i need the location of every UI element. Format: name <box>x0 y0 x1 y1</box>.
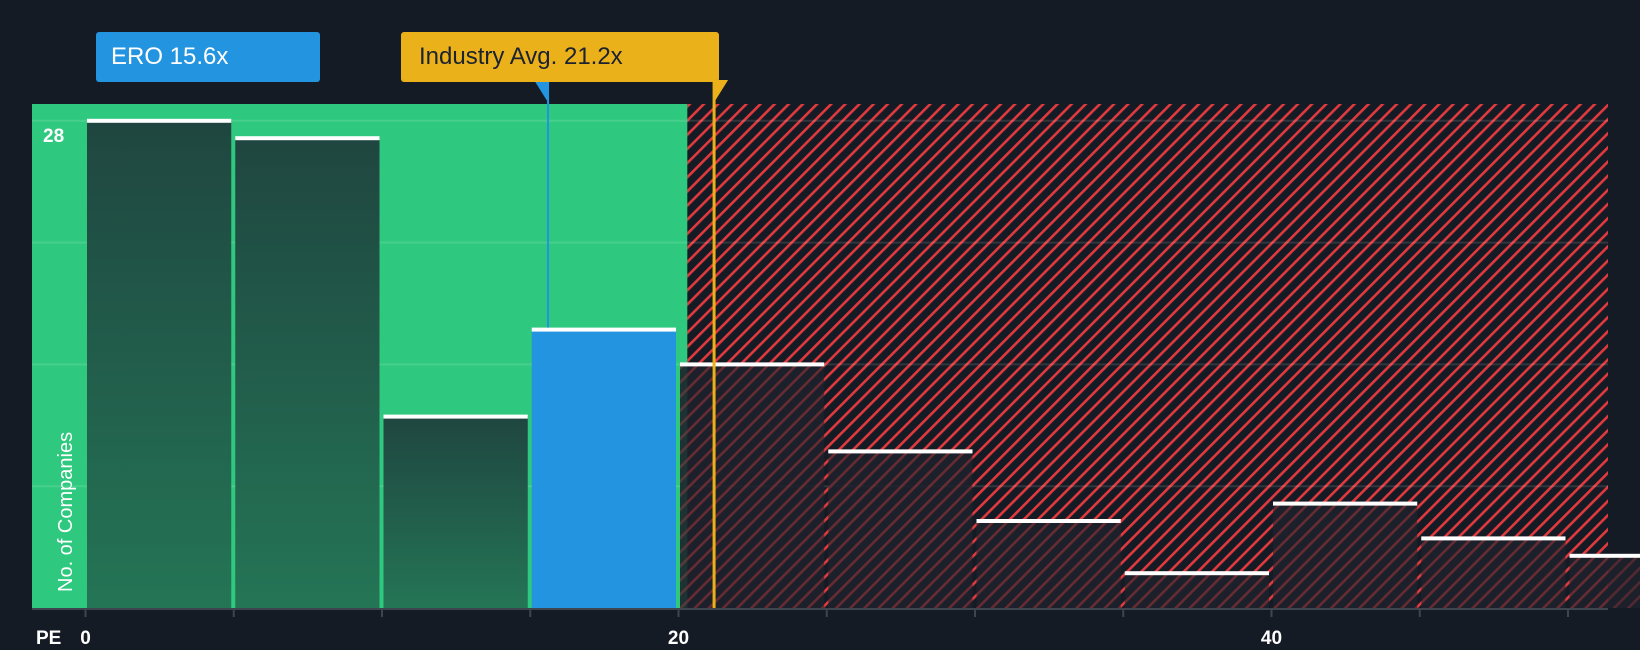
histogram-bar <box>531 329 676 608</box>
industry-avg-callout-label: Industry Avg. 21.2x <box>419 43 623 70</box>
bar-cap <box>383 414 528 419</box>
histogram-bars <box>87 118 1640 609</box>
histogram-bar <box>87 120 232 609</box>
x-tick-label: 20 <box>667 628 690 649</box>
ero-callout-pointer <box>534 80 550 104</box>
y-axis-max-label: 28 <box>43 126 65 147</box>
bar-cap <box>531 327 676 332</box>
histogram-bar <box>976 521 1121 608</box>
histogram-bar <box>680 364 825 608</box>
bar-cap <box>1273 501 1418 506</box>
histogram-bar <box>235 138 380 608</box>
industry-avg-callout: Industry Avg. 21.2x <box>401 32 719 82</box>
bar-cap <box>976 519 1121 523</box>
bar-cap <box>828 449 973 454</box>
ero-pe-callout: ERO 15.6x <box>96 32 320 82</box>
x-axis-title: PE <box>36 628 62 649</box>
overvalued-region <box>687 104 1608 608</box>
bar-cap <box>87 118 232 123</box>
bar-cap <box>235 136 380 141</box>
bar-cap <box>1124 571 1269 576</box>
x-tick-label: 0 <box>80 628 91 649</box>
histogram-bar <box>1421 538 1566 608</box>
marker-lines <box>534 80 729 608</box>
bar-cap <box>1569 553 1640 558</box>
industry-callout-pointer <box>713 80 729 104</box>
histogram-bar <box>828 451 973 608</box>
x-tick-label: 40 <box>1260 628 1283 649</box>
y-axis-title: No. of Companies <box>55 431 77 592</box>
histogram-bar <box>1273 503 1418 608</box>
bar-cap <box>680 362 825 367</box>
bar-cap <box>1421 536 1566 541</box>
x-axis <box>32 608 1608 617</box>
histogram-bar <box>383 416 528 608</box>
histogram-bar <box>1569 555 1640 608</box>
histogram-bar <box>1124 573 1269 608</box>
ero-pe-callout-label: ERO 15.6x <box>111 43 229 70</box>
